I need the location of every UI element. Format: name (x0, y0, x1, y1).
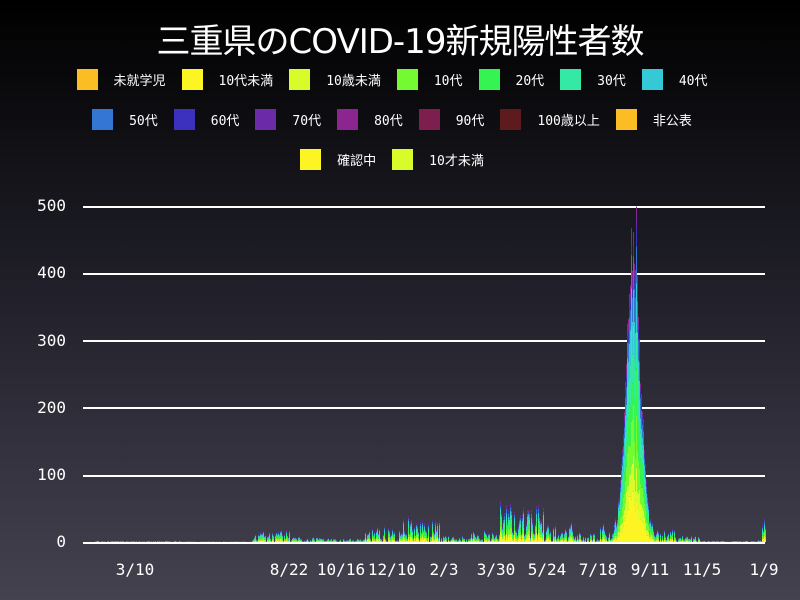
x-tick-label: 3/30 (476, 560, 516, 579)
y-tick-label: 500 (37, 196, 66, 215)
legend-swatch (76, 69, 98, 90)
legend-swatch (337, 109, 359, 130)
gridline (83, 475, 765, 477)
legend-item[interactable]: 10歳未満 (289, 69, 387, 90)
legend-label: 10歳未満 (326, 74, 381, 89)
legend-row-2: 50代 60代 70代 80代 90代 100歳以上 非公表 (0, 109, 800, 130)
legend-item[interactable]: 10代未満 (181, 69, 280, 90)
legend-swatch (92, 109, 114, 130)
legend-swatch (396, 69, 418, 90)
y-tick-label: 300 (37, 331, 66, 350)
legend-label: 非公表 (652, 114, 692, 129)
legend-item[interactable]: 20代 (478, 69, 551, 90)
legend-label: 10才未満 (429, 154, 484, 169)
legend-label: 60代 (210, 114, 240, 129)
legend-item[interactable]: 70代 (255, 109, 327, 130)
legend-label: 10代未満 (218, 74, 274, 89)
legend-item[interactable]: 10才未満 (392, 149, 490, 170)
legend-row-1: 未就学児 10代未満 10歳未満 10代 20代 30代 40代 (0, 69, 800, 90)
legend-swatch (478, 69, 500, 90)
gridline (83, 542, 765, 544)
legend-item[interactable]: 未就学児 (76, 69, 172, 90)
x-tick-label: 10/16 (316, 560, 366, 579)
legend-swatch (392, 149, 414, 170)
x-tick-label: 7/18 (578, 560, 618, 579)
legend-label: 確認中 (337, 154, 377, 169)
legend-swatch (615, 109, 637, 130)
x-tick-label: 12/10 (367, 560, 417, 579)
legend-label: 100歳以上 (537, 114, 600, 129)
x-tick-label: 3/10 (115, 560, 155, 579)
legend-item[interactable]: 60代 (173, 109, 246, 130)
legend-swatch (500, 109, 522, 130)
legend-label: 90代 (455, 114, 485, 129)
legend-swatch (560, 69, 582, 90)
legend-label: 40代 (678, 74, 708, 89)
legend-label: 未就学児 (113, 74, 166, 89)
y-tick-label: 100 (37, 465, 66, 484)
legend-label: 50代 (129, 114, 158, 129)
legend-item[interactable]: 50代 (92, 109, 164, 130)
legend-item[interactable]: 80代 (337, 109, 409, 130)
chart-title: 三重県のCOVID-19新規陽性者数 (156, 22, 645, 62)
legend-label: 10代 (433, 74, 463, 89)
legend-item[interactable]: 10代 (396, 69, 469, 90)
x-tick-label: 2/3 (429, 560, 459, 579)
legend-label: 80代 (374, 114, 403, 129)
legend-item[interactable]: 確認中 (300, 149, 382, 170)
x-tick-label: 8/22 (269, 560, 309, 579)
y-tick-label: 400 (37, 263, 66, 282)
legend-item[interactable]: 30代 (560, 69, 632, 90)
gridline (83, 273, 765, 275)
legend-label: 70代 (292, 114, 322, 129)
x-tick-label: 11/5 (682, 560, 722, 579)
legend-swatch (641, 69, 663, 90)
x-tick-label: 5/24 (527, 560, 567, 579)
gridline (83, 206, 765, 208)
gridline (83, 340, 765, 342)
legend-item[interactable]: 非公表 (615, 109, 698, 130)
y-tick-label: 200 (37, 398, 66, 417)
legend-row-3: 確認中 10才未満 (0, 149, 800, 170)
legend-item[interactable]: 90代 (418, 109, 491, 130)
legend-swatch (418, 109, 440, 130)
x-tick-label: 9/11 (630, 560, 670, 579)
legend-swatch (173, 109, 195, 130)
legend-label: 30代 (597, 74, 626, 89)
legend-item[interactable]: 100歳以上 (500, 109, 605, 130)
legend-swatch (300, 149, 322, 170)
legend-item[interactable]: 40代 (641, 69, 714, 90)
legend-label: 20代 (515, 74, 545, 89)
gridline (83, 407, 765, 409)
legend-swatch (289, 69, 311, 90)
legend-swatch (255, 109, 277, 130)
legend-swatch (181, 69, 203, 90)
y-tick-label: 0 (56, 532, 66, 551)
x-tick-label: 1/9 (749, 560, 779, 579)
